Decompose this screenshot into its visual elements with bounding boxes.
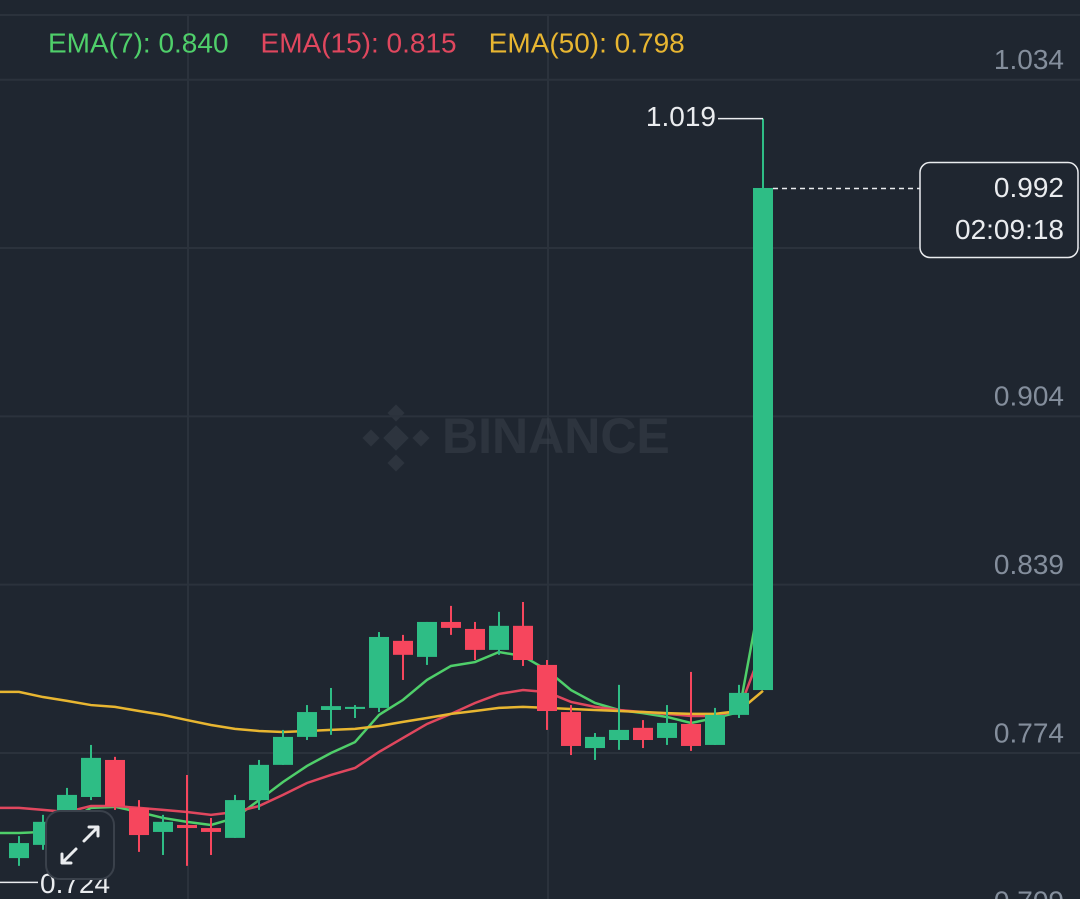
y-tick-label: 0.904 [994,381,1064,412]
candle-body [465,628,485,650]
candle-body [225,800,245,838]
candle-body [201,828,221,832]
grid [0,78,1080,754]
high-marker-label: 1.019 [646,101,716,132]
y-tick-label: 1.034 [994,44,1064,75]
candle-body [633,727,653,741]
candle-body [105,759,125,807]
candle-body [561,712,581,746]
candle-body [681,723,701,746]
candle-body [417,621,437,657]
expand-icon[interactable] [60,825,100,865]
candle-body [153,821,173,832]
ema-line [0,689,764,734]
candle-body [753,187,773,691]
candle-body [441,621,461,628]
price-box [919,161,1079,259]
candles [9,118,773,866]
candle-body [489,625,509,650]
legend-entry: EMA(7): 0.840 [48,27,229,58]
candle-body [657,722,677,738]
legend: EMA(7): 0.840 EMA(15): 0.815 EMA(50): 0.79… [48,27,685,58]
candle-body [321,706,341,710]
candle-body [249,764,269,801]
y-tick-label: 0.839 [994,549,1064,580]
candle-body [585,736,605,749]
candle-body [609,729,629,741]
expand-button-frame[interactable] [45,810,115,880]
candle-body [513,625,533,661]
expand-button[interactable] [45,810,115,880]
legend-entry: EMA(50): 0.798 [489,27,685,58]
watermark-text: BINANCE [442,408,670,464]
candle-body [273,736,293,765]
candle-body [369,636,389,708]
candle-body [705,714,725,745]
candle-body [177,824,197,829]
candle-body [81,757,101,797]
price-label: 0.992 [994,172,1064,203]
candle-body [297,712,317,737]
candle-body [345,706,365,709]
legend-entry: EMA(15): 0.815 [261,27,457,58]
candle-body [393,640,413,655]
candle-body [537,664,557,712]
y-tick-label: 0.774 [994,717,1064,748]
candle-body [9,843,29,859]
candle-body [129,807,149,836]
y-tick-label: 0.709 [994,886,1064,899]
ema-lines [0,581,765,835]
countdown: 02:09:18 [955,214,1064,245]
candle-body [729,692,749,715]
